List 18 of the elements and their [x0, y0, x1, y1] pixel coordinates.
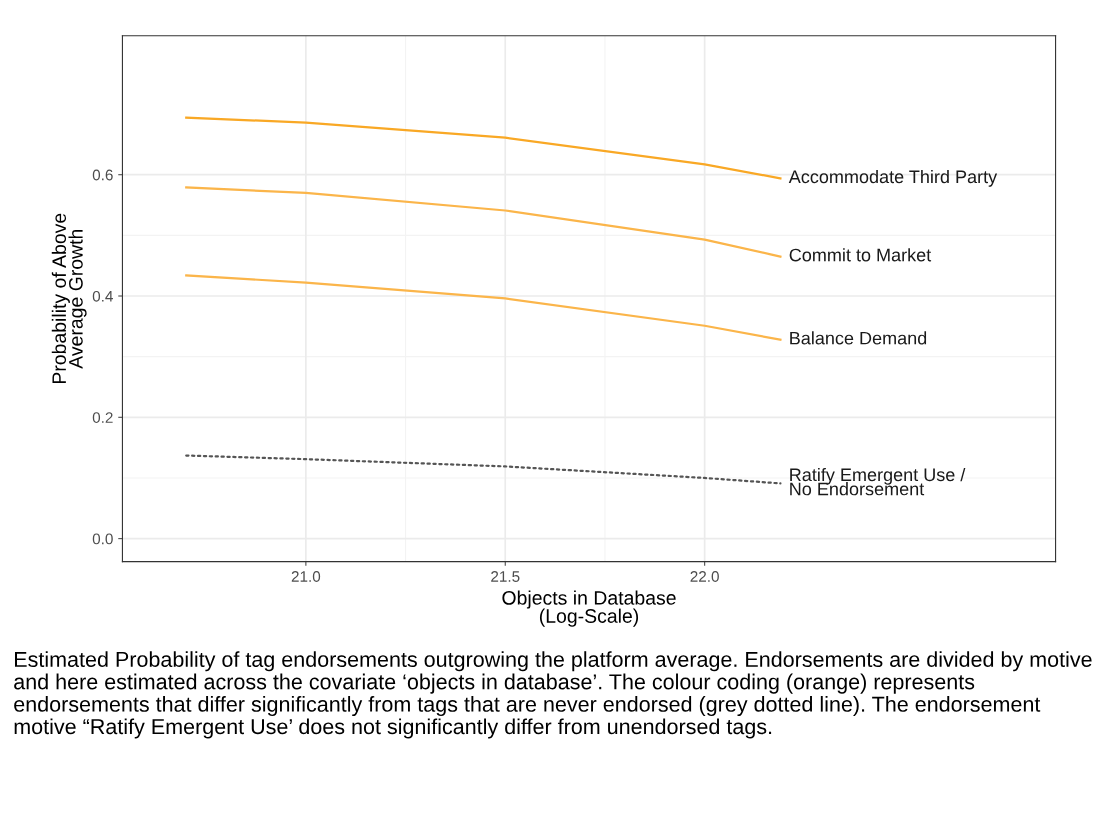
x-tick-label: 21.5: [491, 571, 520, 582]
line-series: [185, 454, 782, 485]
series-label: Accommodate Third Party: [788, 169, 998, 187]
series-label: Balance Demand: [790, 331, 927, 345]
x-tick-label: 22.0: [690, 571, 719, 582]
y-tick-label: 0.2: [92, 412, 113, 423]
x-tick-label: 21.0: [291, 571, 321, 582]
y-tick-label: 0.0: [92, 533, 113, 545]
series-label: Ratify Emergent Use / No Endorsement: [790, 467, 966, 496]
x-axis-title: Objects in Database (Log-Scale): [502, 590, 676, 627]
series-label: Commit to Market: [789, 248, 932, 262]
y-tick-label: 0.4: [92, 290, 113, 302]
line-series: [185, 186, 782, 258]
y-axis-title: Probability of Above Average Growth: [51, 213, 87, 384]
line-series: [185, 274, 782, 341]
text: Estimated Probability of tag endorsements outgrowing the platform average. Endorsements are divided by motive and here estimated across the covariate ‘objects in database’. The colour coding (orange) represents endorsements that differ significantly from tags that are never endorsed (grey dotted line). The endorsement motive “Ratify Emergent Use’ does not significantly differ from unendorsed tags.: [14, 651, 1092, 739]
line-series: [185, 116, 782, 180]
y-tick-label: 0.6: [92, 169, 113, 181]
